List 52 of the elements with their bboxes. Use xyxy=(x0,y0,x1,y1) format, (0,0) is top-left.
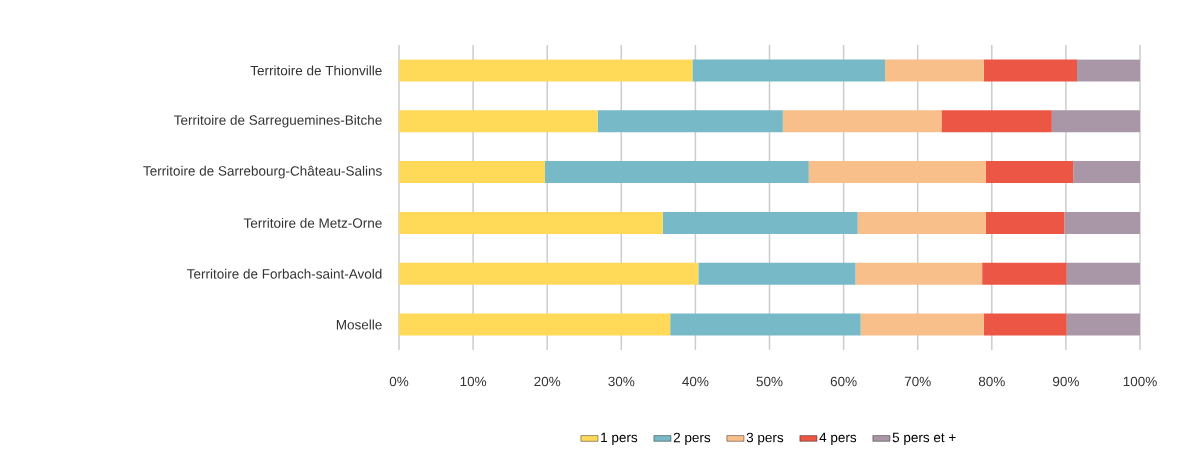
bar xyxy=(1066,262,1140,285)
bar xyxy=(857,211,986,234)
x-tick-label: 20% xyxy=(534,376,561,387)
legend-label: 4 pers xyxy=(819,432,857,445)
x-tick-label: 30% xyxy=(608,376,635,387)
bar xyxy=(698,262,856,285)
bar xyxy=(597,110,783,133)
bar xyxy=(941,110,1052,133)
bar xyxy=(1051,110,1140,133)
bar xyxy=(782,110,942,133)
y-tick-label: Territoire de Sarreguemines-Bitche xyxy=(174,114,382,128)
bar xyxy=(544,161,809,184)
bar xyxy=(399,59,693,82)
bar xyxy=(808,161,986,184)
x-tick-label: 70% xyxy=(904,376,931,387)
y-tick-label: Territoire de Sarrebourg-Château-Salins xyxy=(143,165,382,179)
bar xyxy=(985,161,1074,184)
bar xyxy=(985,211,1065,234)
x-tick-label: 100% xyxy=(1123,376,1157,387)
x-tick-label: 80% xyxy=(978,376,1005,387)
bar xyxy=(983,313,1067,336)
y-tick-label: Territoire de Forbach-saint-Avold xyxy=(187,268,382,279)
legend-label: 2 pers xyxy=(673,432,711,445)
legend-label: 5 pers et + xyxy=(892,432,956,445)
bar xyxy=(860,313,984,336)
legend-label: 3 pers xyxy=(746,432,784,445)
bar xyxy=(662,211,858,234)
bar xyxy=(692,59,886,82)
y-tick-label: Territoire de Metz-Orne xyxy=(243,217,382,228)
bar xyxy=(855,262,983,285)
bar xyxy=(1066,313,1140,336)
bar xyxy=(399,211,663,234)
bar xyxy=(399,313,671,336)
x-tick-label: 60% xyxy=(830,376,857,387)
x-tick-label: 40% xyxy=(682,376,709,387)
bar xyxy=(1077,59,1140,82)
y-tick-label: Moselle xyxy=(336,319,382,330)
x-tick-label: 10% xyxy=(460,376,487,387)
y-tick-label: Territoire de Thionville xyxy=(250,65,382,76)
bar xyxy=(1064,211,1140,234)
bar xyxy=(399,161,545,184)
bar xyxy=(983,59,1078,82)
bar xyxy=(885,59,984,82)
x-tick-label: 90% xyxy=(1053,376,1079,387)
bar xyxy=(399,110,598,133)
x-tick-label: 50% xyxy=(756,376,783,387)
bar xyxy=(670,313,861,336)
bar xyxy=(982,262,1067,285)
legend-label: 1 pers xyxy=(601,432,638,445)
x-tick-label: 0% xyxy=(389,376,409,387)
bar xyxy=(399,262,699,285)
bar xyxy=(1073,161,1140,184)
